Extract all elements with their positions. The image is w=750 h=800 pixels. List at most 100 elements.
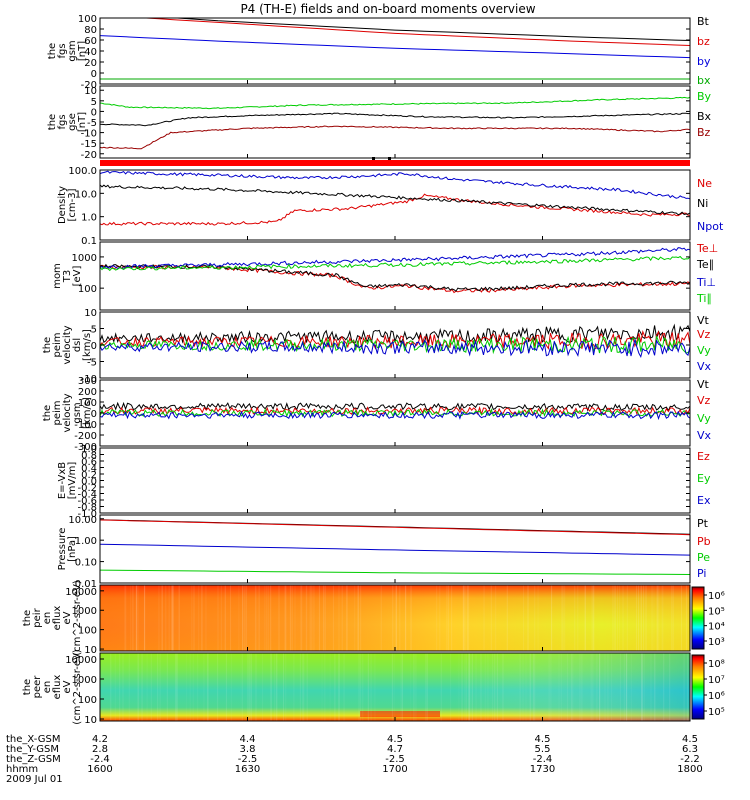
legend-entry: Pe [697, 551, 710, 564]
x-row-label: the_X-GSM [6, 734, 60, 745]
colorbar-tick-label: 10⁶ [708, 591, 725, 602]
series-line [100, 247, 690, 270]
y-tick-label: 0 [91, 341, 97, 352]
panel-peer_eflux: 10⁸ 10⁷ 10⁶ 10⁵ 10000 1000 100 10thepeereneflux… [22, 649, 725, 726]
y-tick-label: -15 [81, 139, 97, 150]
y-tick-label: 1000 [72, 675, 97, 686]
y-tick-label: 0 [91, 409, 97, 420]
series-line [100, 406, 690, 416]
panel-density: 100.0 10.0 1.0 0.1 Ne Ni Npot Density[cm-3] [57, 166, 724, 247]
x-row-value: -2.5 [385, 754, 405, 765]
series-line [100, 125, 690, 150]
y-tick-label: 1000 [72, 253, 97, 264]
quality-flag-bar [100, 160, 690, 166]
y-axis-label: thepeirenefluxeV(cm^2-s-sr-eV) [22, 580, 83, 656]
legend-entry: Vt [697, 314, 710, 327]
legend-entry: Vz [697, 394, 711, 407]
y-tick-label: 10 [84, 645, 97, 656]
colorbar-tick-label: 10⁵ [708, 606, 725, 617]
y-tick-label: 10.00 [68, 515, 97, 526]
series-line [100, 96, 690, 110]
y-tick-label: 20 [84, 58, 97, 69]
panel-frame [99, 85, 691, 159]
series-line [100, 193, 690, 226]
y-tick-label: 60 [84, 36, 97, 47]
x-row-value: 4.2 [92, 734, 108, 745]
figure-title: P4 (TH-E) fields and on-board moments ov… [240, 2, 535, 16]
x-row-label: the_Z-GSM [6, 754, 61, 765]
x-row-value: -2.4 [533, 754, 553, 765]
y-tick-label: -200 [74, 431, 97, 442]
y-tick-label: 0 [91, 107, 97, 118]
x-row-value: -2.5 [238, 754, 258, 765]
series-line [100, 112, 690, 127]
colorbar-tick-label: 10⁴ [708, 622, 725, 633]
y-tick-label: 40 [84, 47, 97, 58]
y-tick-label: 100 [78, 284, 97, 295]
y-axis-label: Pressure[nPa] [57, 528, 78, 571]
legend-entry: Ex [697, 494, 711, 507]
y-tick-label: 1.0 [81, 213, 97, 224]
legend-entry: bz [697, 35, 710, 48]
y-tick-label: 80 [84, 25, 97, 36]
colorbar-tick-label: 10⁸ [708, 659, 725, 670]
legend-entry: Ti⊥ [696, 276, 716, 289]
y-tick-label: 10 [84, 308, 97, 319]
y-tick-label: -5 [87, 118, 97, 129]
y-tick-label: 10 [84, 715, 97, 726]
y-tick-label: -1.0 [77, 509, 97, 520]
y-tick-label: 0.4 [81, 464, 97, 475]
panel-frame [99, 169, 691, 241]
y-tick-label: 0.2 [81, 470, 97, 481]
colorbar-tick-label: 10⁶ [708, 691, 725, 702]
colorbar-tick-label: 10⁵ [708, 707, 725, 718]
x-row-label: hhmm [6, 764, 38, 775]
series-line [100, 519, 690, 536]
colorbar [691, 586, 705, 650]
x-row-value: 4.7 [387, 744, 403, 755]
y-tick-label: 0.0 [81, 477, 97, 488]
legend-entry: by [697, 55, 711, 68]
colorbar [691, 654, 705, 720]
x-row-value: -2.2 [680, 754, 700, 765]
series-line [100, 569, 690, 575]
y-tick-label: -0.6 [77, 496, 97, 507]
series-line [100, 408, 690, 418]
y-tick-label: 200 [78, 387, 97, 398]
series-line [100, 35, 690, 59]
x-row-value: 4.5 [682, 734, 698, 745]
y-tick-label: 100 [78, 398, 97, 409]
series-line [171, 18, 690, 41]
y-axis-label: thepeimvelocitygsm[km/s] [42, 393, 93, 432]
y-tick-label: -300 [74, 442, 97, 453]
y-tick-label: 100 [78, 695, 97, 706]
legend-entry: Bx [697, 110, 712, 123]
y-axis-label: thefgsgsm[nT] [47, 40, 88, 61]
x-row-value: 4.5 [535, 734, 551, 745]
series-line [100, 184, 690, 216]
panel-temperature: 1000 100 Te⊥ Te∥ Ti⊥ Ti∥ momT3[eV] [52, 241, 718, 311]
flag-marker [372, 157, 375, 160]
y-tick-label: -10 [81, 129, 97, 140]
colorbar-tick-label: 10³ [708, 637, 725, 648]
y-axis-label: momT3[eV] [52, 263, 83, 289]
series-line [100, 170, 690, 200]
legend-entry: Vy [697, 344, 711, 357]
y-tick-label: 1.0 [81, 444, 97, 455]
legend-entry: Ey [697, 472, 711, 485]
x-row-value: 2.8 [92, 744, 108, 755]
x-row-value: -2.4 [90, 754, 110, 765]
y-tick-label: 10000 [65, 587, 97, 598]
y-tick-label: -10 [81, 374, 97, 385]
ion-spectrogram-overlay [100, 585, 690, 651]
legend-entry: Bt [697, 15, 710, 28]
series-line [100, 410, 690, 421]
legend-entry: Ti∥ [696, 292, 712, 305]
x-row-value: 6.3 [682, 744, 698, 755]
series-line [137, 18, 690, 46]
y-tick-label: -5 [87, 358, 97, 369]
y-axis-label: thefgsgse[nT] [47, 112, 88, 132]
